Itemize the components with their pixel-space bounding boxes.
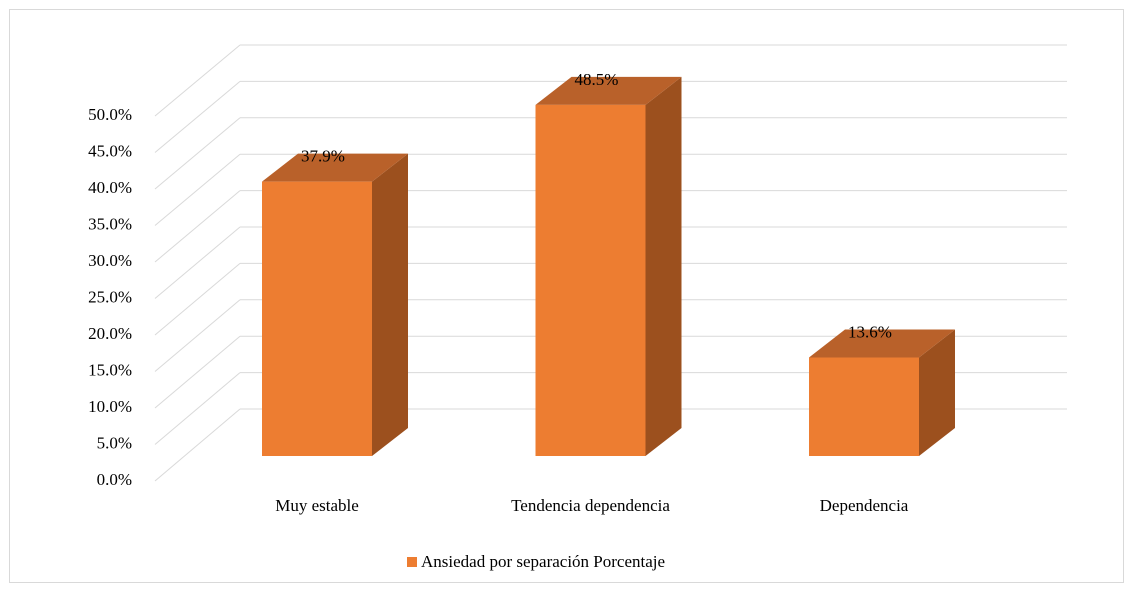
y-tick-label: 5.0% bbox=[97, 433, 132, 452]
x-tick-label: Muy estable bbox=[275, 496, 359, 515]
legend-swatch bbox=[407, 557, 417, 567]
y-tick-label: 50.0% bbox=[88, 105, 132, 124]
grid-line bbox=[154, 263, 241, 336]
data-label: 37.9% bbox=[301, 147, 345, 166]
grid-line bbox=[154, 153, 241, 226]
bar bbox=[262, 153, 408, 456]
y-tick-label: 15.0% bbox=[88, 360, 132, 379]
bar-side bbox=[645, 76, 682, 457]
y-tick-label: 30.0% bbox=[88, 251, 132, 270]
y-tick-label: 35.0% bbox=[88, 214, 132, 233]
bar-side bbox=[919, 329, 955, 456]
grid-line bbox=[154, 226, 241, 299]
grid-line bbox=[154, 44, 241, 117]
bar bbox=[809, 329, 955, 456]
grid-line bbox=[154, 299, 241, 372]
bar-top bbox=[535, 76, 682, 105]
x-tick-label: Tendencia dependencia bbox=[511, 496, 670, 515]
bar-front bbox=[262, 181, 372, 456]
y-tick-label: 25.0% bbox=[88, 287, 132, 306]
y-tick-label: 20.0% bbox=[88, 324, 132, 343]
bar bbox=[535, 76, 682, 457]
y-tick-label: 0.0% bbox=[97, 470, 132, 489]
data-label: 48.5% bbox=[575, 70, 619, 89]
x-tick-label: Dependencia bbox=[820, 496, 909, 515]
grid-line bbox=[154, 117, 241, 190]
y-tick-label: 10.0% bbox=[88, 397, 132, 416]
bar-top bbox=[809, 329, 955, 358]
legend-label: Ansiedad por separación Porcentaje bbox=[421, 552, 665, 571]
y-tick-label: 45.0% bbox=[88, 141, 132, 160]
grid-line bbox=[154, 190, 241, 263]
bar-top bbox=[262, 153, 408, 182]
grid-line bbox=[154, 335, 241, 409]
bar-side bbox=[372, 153, 408, 456]
bar-front bbox=[535, 104, 646, 457]
grid-line bbox=[154, 372, 241, 445]
y-tick-label: 40.0% bbox=[88, 178, 132, 197]
data-label: 13.6% bbox=[848, 322, 892, 341]
grid-line bbox=[154, 408, 241, 482]
grid-line bbox=[154, 81, 241, 153]
bar-front bbox=[809, 357, 919, 456]
